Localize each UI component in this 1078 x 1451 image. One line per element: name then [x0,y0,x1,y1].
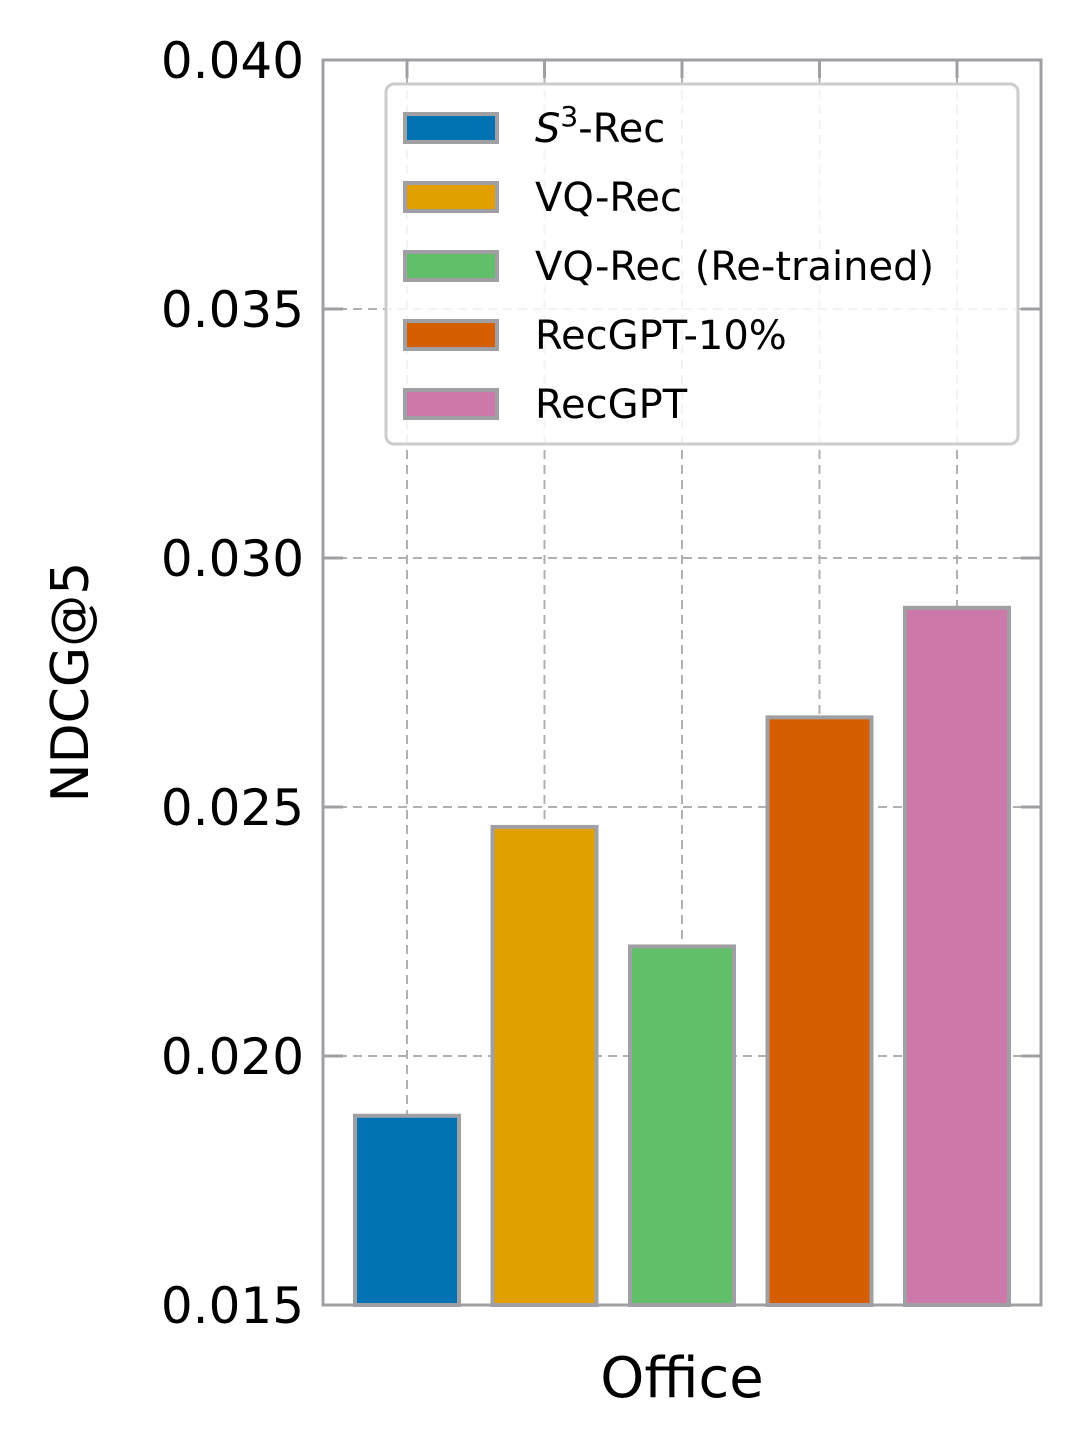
y-tick-label: 0.040 [161,32,304,90]
y-tick-label: 0.030 [161,530,304,588]
legend-label: RecGPT-10% [535,313,787,359]
bar-s3-rec [353,1113,461,1308]
legend-frame [384,82,1020,446]
legend-swatch [403,112,499,144]
legend: S3-Rec VQ-Rec VQ-Rec (Re-trained) RecGPT-10… [384,82,1020,446]
bars [353,605,1011,1308]
y-tick-label: 0.035 [161,281,304,339]
bar-vq-rec [490,824,599,1307]
legend-swatch [403,319,499,351]
y-tick-label: 0.015 [161,1277,304,1335]
legend-label: VQ-Rec [535,175,682,221]
y-tick-label: 0.025 [161,779,304,837]
bar-vq-rec-re-trained [628,944,736,1307]
y-tick-label: 0.020 [161,1028,304,1086]
legend-swatch [403,388,499,420]
y-axis-ticks: 0.015 0.020 0.025 0.030 0.035 0.040 [161,32,1041,1335]
legend-label: VQ-Rec (Re-trained) [535,244,934,290]
y-axis-label: NDCG@5 [41,562,101,803]
x-axis-label: Office [600,1346,763,1411]
bar-recgpt [903,605,1011,1307]
legend-label: S3-Rec [535,100,665,152]
legend-swatch [403,181,499,213]
legend-label: RecGPT [535,382,688,428]
legend-swatch [403,250,499,282]
bar-recgpt-10 [765,715,874,1307]
